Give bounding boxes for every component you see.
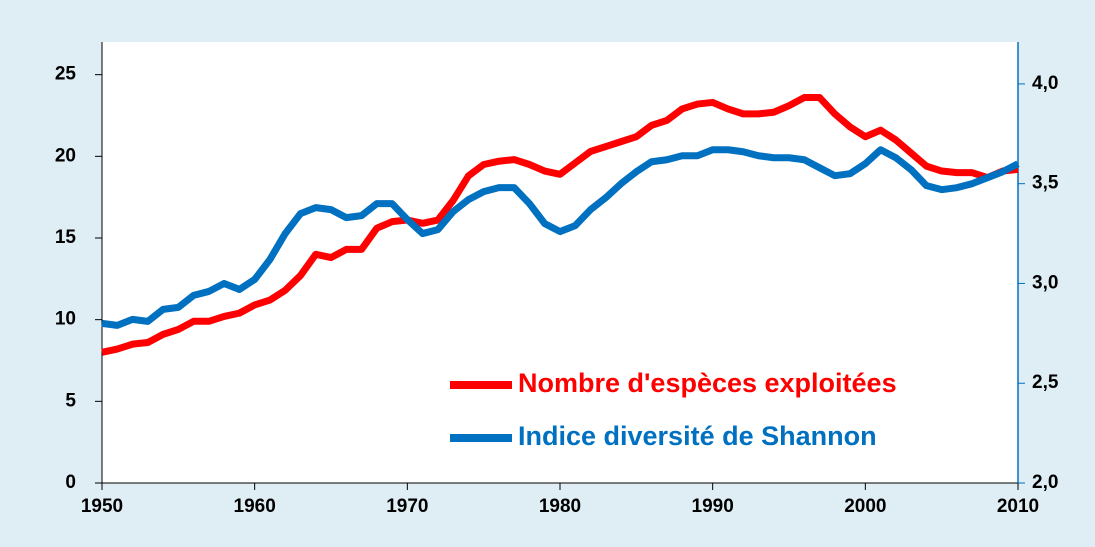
- series-line: [101, 146, 1020, 329]
- x-tick-label: 1960: [234, 496, 276, 517]
- y-tick-label: 25: [55, 64, 77, 85]
- plot-area: [102, 42, 1018, 483]
- x-tick-label: 1980: [539, 496, 581, 517]
- y2-tick-label: 3,0: [1032, 272, 1058, 293]
- y2-tick-label: 4,0: [1032, 73, 1058, 94]
- y2-tick-label: 2,0: [1032, 472, 1058, 493]
- x-tick-label: 1950: [81, 496, 123, 517]
- y2-tick-label: 2,5: [1032, 372, 1059, 393]
- x-tick-label: 1990: [692, 496, 734, 517]
- legend-label: Nombre d'espèces exploitées: [518, 368, 897, 398]
- y-tick-label: 15: [55, 227, 77, 248]
- series-line: [101, 94, 1019, 356]
- y-tick-label: 0: [65, 472, 76, 493]
- y-tick-label: 10: [55, 309, 76, 330]
- y-tick-label: 5: [65, 390, 76, 411]
- y-tick-label: 20: [55, 145, 76, 166]
- x-tick-label: 2000: [844, 496, 886, 517]
- legend-label: Indice diversité de Shannon: [518, 421, 877, 451]
- y2-tick-label: 3,5: [1032, 173, 1059, 194]
- x-tick-label: 2010: [997, 496, 1039, 517]
- x-tick-label: 1970: [386, 496, 428, 517]
